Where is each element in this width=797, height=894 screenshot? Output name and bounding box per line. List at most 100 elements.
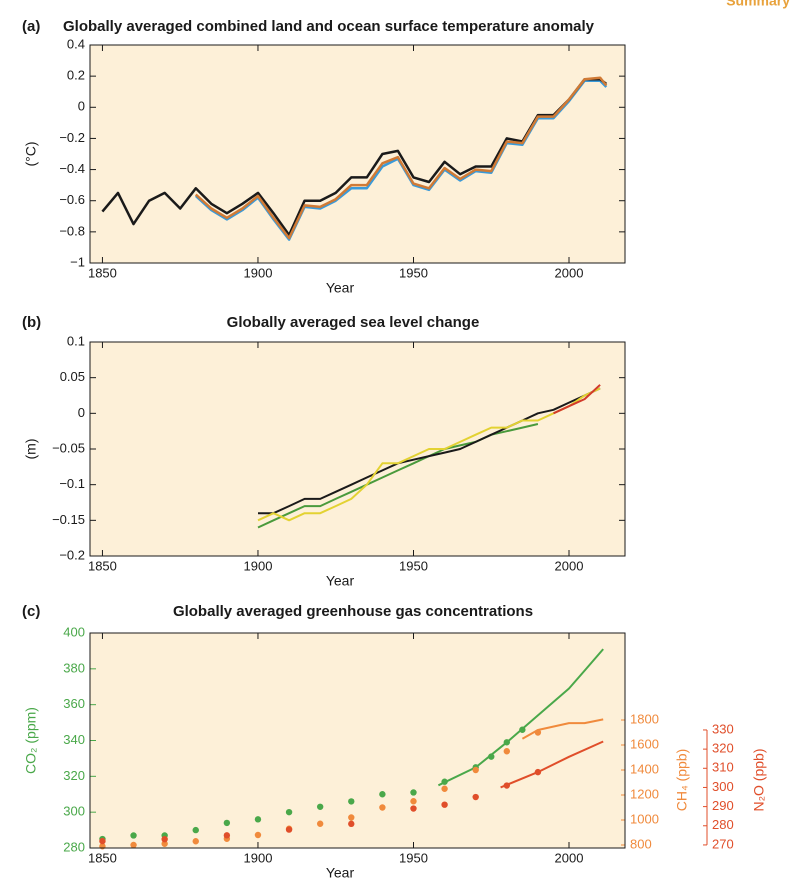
x-tick-label: 2000: [555, 265, 584, 280]
x-tick-label: 1950: [399, 558, 428, 573]
y-axis-label: (°C): [23, 141, 39, 166]
data-point: [503, 748, 511, 755]
y-tick-label: 290: [712, 798, 734, 813]
y-axis-label: CO₂ (ppm): [23, 707, 39, 774]
data-point: [379, 804, 386, 811]
chart-title: Globally averaged combined land and ocea…: [63, 18, 595, 35]
y-tick-label: 1600: [630, 736, 659, 751]
data-point: [348, 814, 355, 821]
data-point: [472, 766, 479, 774]
y-tick-label: −0.05: [52, 440, 85, 455]
x-tick-label: 1950: [399, 265, 428, 280]
y-tick-label: 1200: [630, 786, 659, 801]
x-tick-label: 1900: [244, 850, 273, 865]
data-point: [192, 826, 199, 834]
x-tick-label: 2000: [555, 850, 584, 865]
data-line: [553, 384, 601, 415]
y-tick-label: 340: [63, 732, 85, 747]
data-line: [521, 718, 604, 740]
section-label: Summary: [726, 0, 790, 9]
plot-background: [90, 45, 625, 263]
data-line: [258, 387, 601, 515]
y-tick-label: 380: [63, 660, 85, 675]
y-tick-label: −0.15: [52, 512, 85, 527]
data-point: [192, 838, 199, 845]
y-tick-label: 310: [712, 760, 734, 775]
x-tick-label: 1850: [88, 850, 117, 865]
y-tick-label: 400: [63, 624, 85, 639]
x-tick-label: 1900: [244, 265, 273, 280]
data-point: [410, 805, 417, 812]
data-point: [379, 791, 386, 798]
chart-title: Globally averaged sea level change: [227, 314, 480, 331]
y-tick-label: 1400: [630, 761, 659, 776]
data-point: [254, 816, 262, 823]
data-point: [161, 835, 168, 843]
y-tick-label: 0: [78, 405, 85, 420]
y-tick-label: 800: [630, 836, 652, 851]
data-point: [348, 798, 355, 805]
y-tick-label: 1000: [630, 811, 659, 826]
plot-background: [90, 342, 625, 556]
data-point: [410, 798, 417, 805]
y-tick-label: 280: [712, 817, 734, 832]
y-axis-label: (m): [23, 439, 39, 460]
y-tick-label: 300: [63, 804, 85, 819]
series-group: [101, 76, 608, 241]
x-tick-label: 1850: [88, 265, 117, 280]
data-point: [254, 831, 262, 839]
x-axis-label: Year: [326, 865, 355, 881]
y-tick-label: 320: [63, 768, 85, 783]
x-tick-label: 1850: [88, 558, 117, 573]
y-tick-label: 360: [63, 696, 85, 711]
data-point: [441, 785, 448, 792]
y-tick-label: 0.4: [67, 36, 85, 51]
plot-frame: [89, 44, 626, 264]
data-point: [316, 820, 324, 827]
plot-frame: [89, 341, 626, 557]
y-tick-label: 330: [712, 721, 734, 736]
data-point: [130, 832, 137, 839]
y-tick-label: −0.6: [59, 192, 85, 207]
y-tick-label: −0.2: [59, 130, 85, 145]
data-point: [285, 808, 293, 816]
y-tick-label: −0.2: [59, 547, 85, 562]
panel-label: (c): [22, 603, 40, 620]
y-tick-label: −0.8: [59, 223, 85, 238]
data-point: [348, 820, 355, 828]
x-tick-label: 1950: [399, 850, 428, 865]
chart-title: Globally averaged greenhouse gas concent…: [173, 603, 533, 620]
plot-frame: [89, 632, 626, 849]
y-tick-label: 0: [78, 99, 85, 114]
y-tick-label: 320: [712, 741, 734, 756]
data-point: [472, 793, 479, 801]
data-line: [194, 76, 608, 240]
y-axis-label: CH₄ (ppb): [674, 749, 690, 812]
data-line: [257, 387, 601, 522]
series-group: [99, 648, 604, 850]
y-tick-label: 300: [712, 779, 734, 794]
y-tick-label: 270: [712, 836, 734, 851]
y-tick-label: −0.4: [59, 161, 85, 176]
x-axis-label: Year: [326, 573, 355, 589]
y-tick-label: 0.1: [67, 333, 85, 348]
data-point: [316, 803, 324, 810]
x-axis-label: Year: [326, 280, 355, 296]
data-point: [161, 840, 168, 847]
data-point: [223, 819, 231, 827]
y-axis-label: N₂O (ppb): [751, 748, 767, 811]
data-point: [285, 826, 293, 833]
x-tick-label: 1900: [244, 558, 273, 573]
data-point: [223, 832, 231, 839]
data-point: [99, 837, 106, 845]
data-point: [441, 801, 448, 808]
x-tick-label: 2000: [555, 558, 584, 573]
y-tick-label: −1: [70, 254, 85, 269]
panel-label: (b): [22, 314, 41, 331]
plot-background: [90, 633, 625, 848]
y-tick-label: 280: [63, 839, 85, 854]
data-point: [130, 841, 137, 849]
series-group: [257, 384, 601, 529]
data-line: [500, 740, 604, 789]
